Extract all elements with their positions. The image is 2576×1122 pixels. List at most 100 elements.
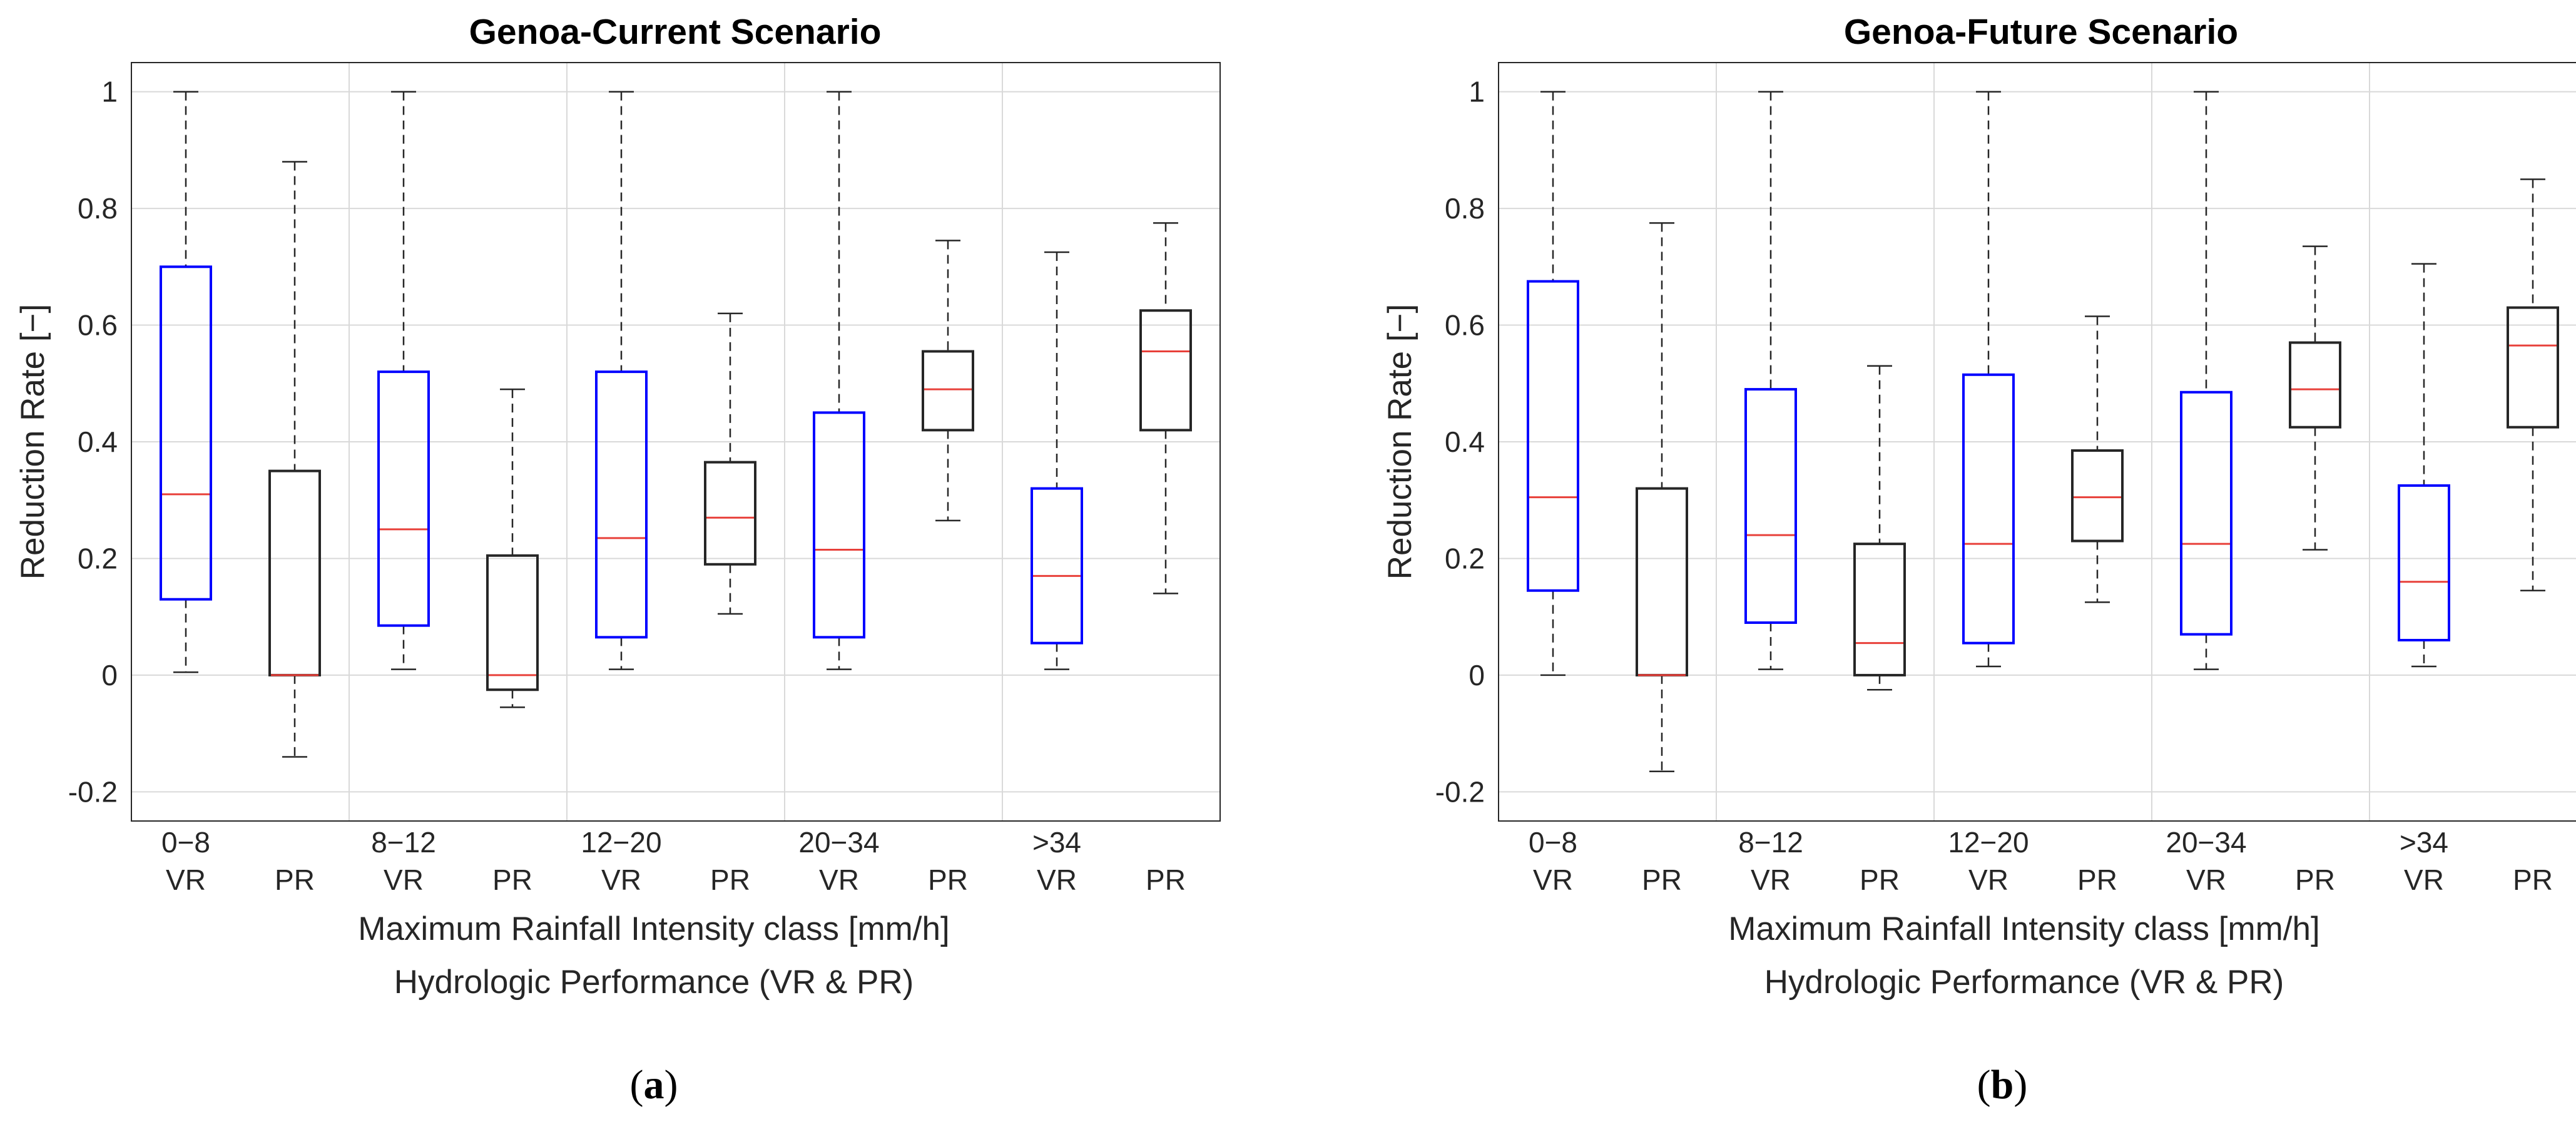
box-iqr — [1962, 373, 2015, 645]
panel-label: (a) — [630, 1062, 678, 1108]
x-class-label: 12−20 — [1948, 826, 2029, 859]
x-box-label: VR — [819, 864, 859, 896]
x-box-label: VR — [166, 864, 206, 896]
box-vr — [160, 91, 212, 673]
box-iqr — [1031, 487, 1083, 645]
x-box-labels: VR PR VR PR VR PR VR PR VR PR — [1533, 864, 2553, 896]
box-pr — [268, 161, 321, 758]
box-iqr — [1139, 309, 1192, 432]
x-class-labels: 0−8 8−12 12−20 20−34 >34 — [161, 826, 1081, 859]
box-pr — [1139, 222, 1192, 594]
y-tick-labels: -0.2 0 0.2 0.4 0.6 0.8 1 — [68, 76, 118, 808]
x-class-label: >34 — [2400, 826, 2448, 859]
box-vr — [377, 91, 430, 670]
y-axis-label: Reduction Rate [−] — [1382, 304, 1418, 579]
x-box-label: VR — [1533, 864, 1573, 896]
x-class-label: 8−12 — [1738, 826, 1803, 859]
x-box-label: PR — [1642, 864, 1682, 896]
box-pr — [2507, 178, 2559, 591]
x-axis-label-line1: Maximum Rainfall Intensity class [mm/h] — [1728, 910, 2319, 947]
x-box-label: PR — [710, 864, 750, 896]
grid-lines — [131, 63, 1220, 821]
panel-letter: a — [644, 1062, 664, 1108]
x-class-label: 0−8 — [161, 826, 210, 859]
box-iqr — [2071, 449, 2124, 543]
box-vr — [813, 91, 865, 670]
chart-title: Genoa-Future Scenario — [1844, 12, 2238, 52]
y-tick-label: 0.2 — [1445, 542, 1485, 574]
x-class-labels: 0−8 8−12 12−20 20−34 >34 — [1529, 826, 2448, 859]
box-vr — [1744, 91, 1797, 670]
box-vr — [1962, 91, 2015, 668]
box-pr — [1853, 365, 1906, 691]
y-tick-label: 0.4 — [78, 426, 118, 458]
box-iqr — [922, 350, 974, 432]
x-box-label: PR — [1860, 864, 1900, 896]
y-tick-label: -0.2 — [68, 775, 118, 808]
x-class-label: 8−12 — [371, 826, 436, 859]
x-axis-label-line1: Maximum Rainfall Intensity class [mm/h] — [358, 910, 949, 947]
box-vr — [2180, 91, 2232, 670]
x-box-label: PR — [492, 864, 532, 896]
panel-label: (b) — [1977, 1062, 2028, 1108]
boxplots — [160, 91, 1192, 758]
y-tick-label: 0.6 — [1445, 309, 1485, 342]
y-tick-label: 1 — [101, 76, 118, 108]
y-tick-label: -0.2 — [1435, 775, 1485, 808]
y-tick-label: 0.8 — [1445, 192, 1485, 225]
box-pr — [704, 312, 756, 615]
box-iqr — [486, 554, 539, 691]
x-box-label: PR — [2295, 864, 2335, 896]
chart-panel-b: Genoa-Future Scenario -0.2 0 0.2 0.4 0.6… — [1382, 12, 2576, 1108]
x-box-label: PR — [928, 864, 968, 896]
x-box-label: VR — [1037, 864, 1077, 896]
box-pr — [2289, 245, 2341, 551]
box-iqr — [1527, 280, 1579, 592]
box-iqr — [2398, 484, 2450, 641]
x-box-label: VR — [2186, 864, 2226, 896]
y-tick-label: 0.6 — [78, 309, 118, 342]
plot-frame — [1498, 62, 2576, 822]
boxplots — [1527, 91, 2559, 773]
x-box-label: VR — [1751, 864, 1791, 896]
chart-title: Genoa-Current Scenario — [469, 12, 882, 52]
box-iqr — [704, 461, 756, 566]
x-class-label: 12−20 — [581, 826, 661, 859]
x-box-label: PR — [1146, 864, 1186, 896]
grid-lines — [1499, 63, 2576, 821]
panel-letter: b — [1991, 1062, 2014, 1108]
box-iqr — [595, 370, 648, 639]
x-box-labels: VR PR VR PR VR PR VR PR VR PR — [166, 864, 1186, 896]
x-axis-label-line2: Hydrologic Performance (VR & PR) — [394, 964, 914, 1001]
box-pr — [1636, 222, 1688, 773]
box-iqr — [2289, 341, 2341, 429]
box-iqr — [2180, 390, 2232, 636]
box-vr — [595, 91, 648, 670]
y-tick-label: 0.4 — [1445, 426, 1485, 458]
box-vr — [1031, 251, 1083, 670]
x-box-label: PR — [2077, 864, 2117, 896]
x-box-label: PR — [2513, 864, 2553, 896]
box-pr — [2071, 315, 2124, 603]
y-tick-label: 0.8 — [78, 192, 118, 225]
box-vr — [1527, 91, 1579, 676]
x-box-label: PR — [275, 864, 315, 896]
box-pr — [486, 388, 539, 708]
y-axis-label: Reduction Rate [−] — [14, 304, 51, 579]
y-tick-label: 0 — [1469, 659, 1485, 691]
box-iqr — [160, 265, 212, 601]
x-box-label: VR — [2404, 864, 2444, 896]
y-tick-label: 0.2 — [78, 542, 118, 574]
y-tick-label: 0 — [101, 659, 118, 691]
y-tick-labels: -0.2 0 0.2 0.4 0.6 0.8 1 — [1435, 76, 1485, 808]
box-iqr — [1744, 388, 1797, 625]
y-tick-label: 1 — [1469, 76, 1485, 108]
x-class-label: >34 — [1032, 826, 1081, 859]
plot-frame — [131, 62, 1221, 822]
box-iqr — [2507, 306, 2559, 429]
box-iqr — [1853, 543, 1906, 676]
box-pr — [922, 240, 974, 522]
x-class-label: 20−34 — [798, 826, 879, 859]
box-iqr — [813, 411, 865, 639]
